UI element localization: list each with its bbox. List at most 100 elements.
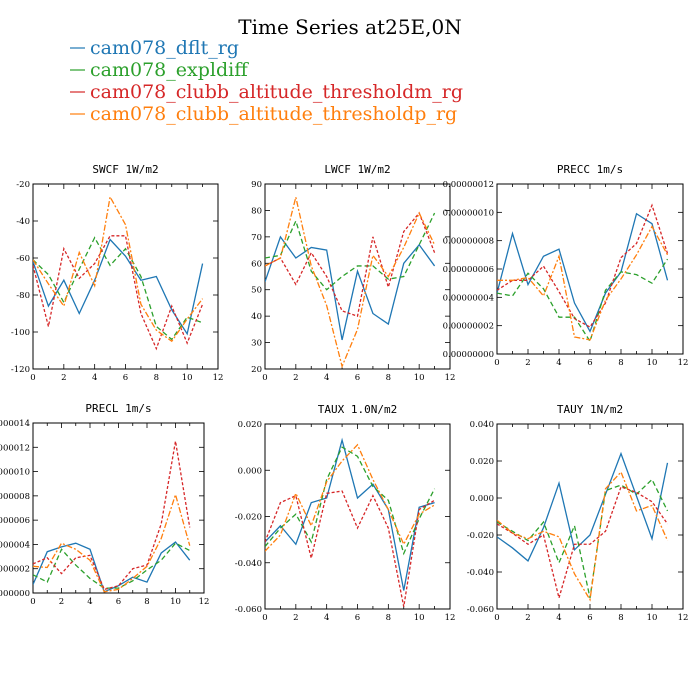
series-line — [497, 225, 669, 341]
x-tick-label: 4 — [92, 373, 97, 383]
x-tick-label: 6 — [355, 613, 360, 623]
x-tick-label: 8 — [386, 373, 391, 383]
x-tick-label: 12 — [445, 373, 456, 383]
x-tick-label: 0 — [30, 597, 35, 607]
y-tick-label: 0.00000002 — [443, 322, 494, 332]
panel-title: PRECC 1m/s — [557, 163, 623, 176]
chart-panel: TAUY 1N/m2 0 2 4 6 8 10 12 -0.060 -0.040 -0.020 0.0… — [467, 403, 689, 623]
x-tick-label: 4 — [87, 597, 92, 607]
chart-panel: PRECC 1m/s 0 2 4 6 8 10 12 0.00000000 0.00000002 0… — [443, 163, 689, 368]
y-tick-label: 0.000 — [238, 466, 262, 476]
figure-title: Time Series at25E,0N — [238, 15, 461, 39]
x-tick-label: 0 — [262, 613, 267, 623]
x-tick-label: 6 — [123, 373, 128, 383]
plot-frame — [496, 423, 684, 610]
x-tick-label: 2 — [293, 373, 298, 383]
legend-label: cam078_expldiff — [90, 59, 249, 81]
y-tick-label: 0.000000010 — [0, 468, 30, 478]
x-tick-label: 2 — [59, 597, 64, 607]
y-tick-label: 0.00000008 — [443, 237, 494, 247]
legend-label: cam078_clubb_altitude_thresholdm_rg — [90, 81, 463, 103]
y-tick-label: -60 — [16, 254, 30, 264]
series-line — [265, 212, 436, 291]
plot-frame — [496, 183, 684, 355]
y-tick-label: 0.00000006 — [443, 265, 494, 275]
y-tick-label: 90 — [251, 180, 262, 190]
y-tick-label: 0.00000004 — [443, 293, 494, 303]
chart-panels: SWCF 1W/m2 0 2 4 6 8 10 12 -120 -100 -80 -60 -40 -20 L… — [0, 163, 688, 623]
x-tick-label: 8 — [386, 613, 391, 623]
x-tick-label: 10 — [647, 358, 658, 368]
plot-frame — [32, 422, 205, 594]
y-tick-label: 0.00000000 — [443, 350, 494, 360]
x-tick-label: 0 — [494, 358, 499, 368]
series-line — [33, 541, 191, 593]
y-tick-label: -0.020 — [235, 513, 262, 523]
x-tick-label: 8 — [618, 358, 623, 368]
series-line — [265, 437, 435, 591]
x-tick-label: 4 — [324, 373, 329, 383]
y-tick-label: 0.000000004 — [0, 540, 30, 550]
panel-title: TAUX 1.0N/m2 — [318, 403, 397, 416]
series-line — [265, 446, 436, 556]
x-tick-label: 2 — [525, 613, 530, 623]
series-line — [497, 451, 669, 562]
y-tick-label: 80 — [251, 206, 262, 216]
x-tick-label: 0 — [262, 373, 267, 383]
y-tick-label: 0.020 — [470, 457, 494, 467]
y-tick-label: -80 — [16, 291, 30, 301]
y-tick-label: -40 — [16, 217, 30, 227]
y-tick-label: 0.000000014 — [0, 419, 30, 429]
x-tick-label: 4 — [556, 358, 561, 368]
y-tick-label: 60 — [251, 259, 262, 269]
series-line — [33, 492, 191, 593]
chart-panel: SWCF 1W/m2 0 2 4 6 8 10 12 -120 -100 -80 -60 -40 -20 — [11, 163, 224, 383]
y-tick-label: -0.040 — [235, 559, 262, 569]
x-tick-label: 12 — [199, 597, 210, 607]
x-tick-label: 8 — [154, 373, 159, 383]
series-line — [497, 486, 669, 601]
x-tick-label: 0 — [30, 373, 35, 383]
y-tick-label: 0.000000008 — [0, 492, 30, 502]
y-tick-label: -100 — [11, 328, 30, 338]
legend-item: cam078_clubb_altitude_thresholdm_rg — [70, 81, 463, 103]
x-tick-label: 2 — [293, 613, 298, 623]
series-line — [265, 197, 436, 369]
series-line — [497, 203, 669, 328]
x-tick-label: 10 — [647, 613, 658, 623]
series-line — [265, 443, 435, 552]
y-tick-label: -0.060 — [467, 605, 494, 615]
x-tick-label: 6 — [587, 358, 592, 368]
y-tick-label: 0.000000012 — [0, 443, 30, 453]
x-tick-label: 0 — [494, 613, 499, 623]
y-tick-label: -0.060 — [235, 605, 262, 615]
series-line — [265, 490, 435, 607]
series-line — [265, 235, 436, 341]
legend: cam078_dflt_rg cam078_expldiff cam078_cl… — [70, 37, 463, 125]
y-tick-label: 40 — [251, 312, 262, 322]
x-tick-label: 4 — [324, 613, 329, 623]
chart-panel: LWCF 1W/m2 0 2 4 6 8 10 12 20 30 40 50 60 70 80 90 — [251, 163, 455, 383]
y-tick-label: 0.000 — [470, 494, 494, 504]
series-line — [33, 195, 204, 343]
legend-item: cam078_clubb_altitude_thresholdp_rg — [70, 103, 457, 125]
x-tick-label: 6 — [355, 373, 360, 383]
x-tick-label: 4 — [556, 613, 561, 623]
chart-panel: TAUX 1.0N/m2 0 2 4 6 8 10 12 -0.060 -0.040 -0.020 0… — [235, 403, 456, 623]
series-line — [33, 441, 191, 591]
y-tick-label: 70 — [251, 233, 262, 243]
x-tick-label: 12 — [678, 358, 689, 368]
y-tick-label: 0.040 — [470, 420, 494, 430]
y-tick-label: 50 — [251, 286, 262, 296]
series-line — [33, 542, 191, 589]
x-tick-label: 6 — [587, 613, 592, 623]
y-tick-label: -0.040 — [467, 568, 494, 578]
x-tick-label: 12 — [678, 613, 689, 623]
legend-label: cam078_clubb_altitude_thresholdp_rg — [90, 103, 457, 125]
y-tick-label: 0.00000010 — [443, 208, 494, 218]
panel-title: PRECL 1m/s — [85, 402, 151, 415]
